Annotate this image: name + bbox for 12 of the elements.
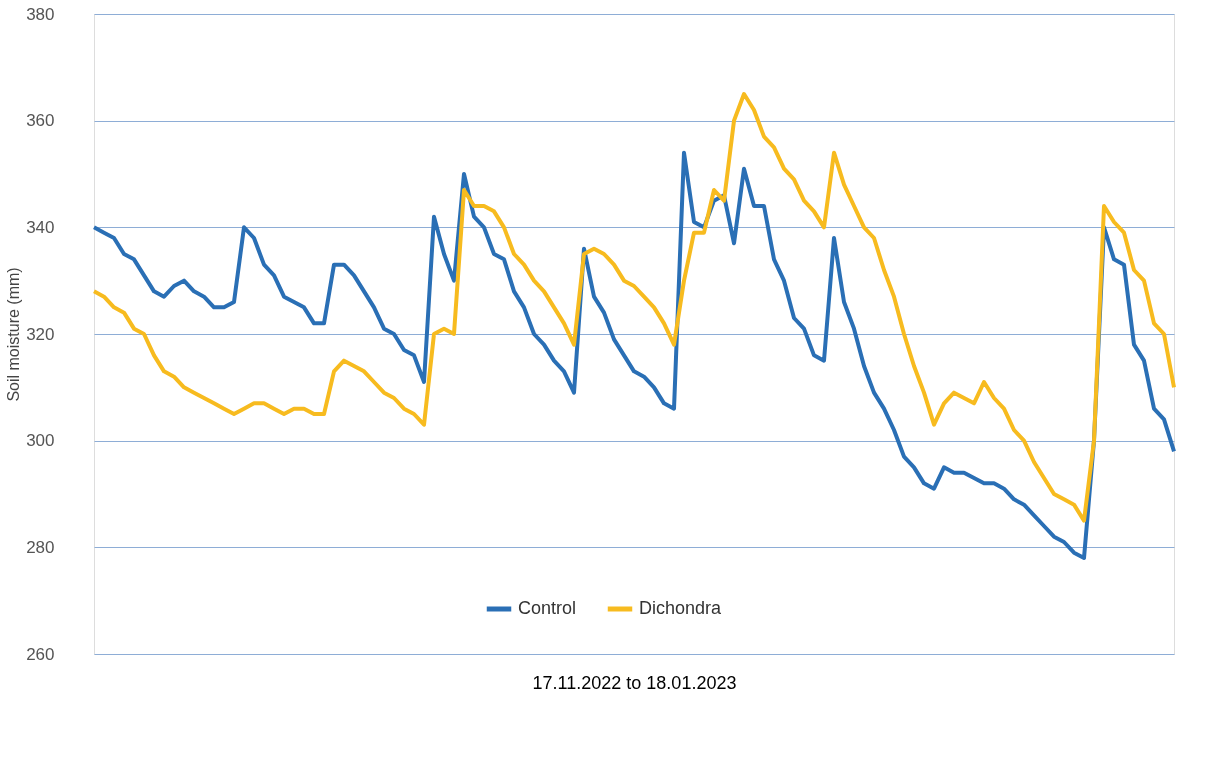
- y-tick-label: 260: [26, 644, 55, 664]
- y-tick-label: 360: [26, 111, 55, 131]
- y-tick-label: 340: [26, 217, 55, 237]
- x-axis-title: 17.11.2022 to 18.01.2023: [532, 672, 737, 693]
- legend-label: Control: [518, 598, 577, 618]
- y-tick-label: 300: [26, 431, 55, 451]
- y-tick-label: 380: [26, 4, 55, 24]
- y-tick-label: 320: [26, 324, 55, 344]
- legend-label: Dichondra: [639, 598, 723, 618]
- y-tick-label: 280: [26, 537, 55, 557]
- line-series: [92, 92, 1176, 523]
- y-axis-title: Soil moisture (mm): [5, 267, 23, 402]
